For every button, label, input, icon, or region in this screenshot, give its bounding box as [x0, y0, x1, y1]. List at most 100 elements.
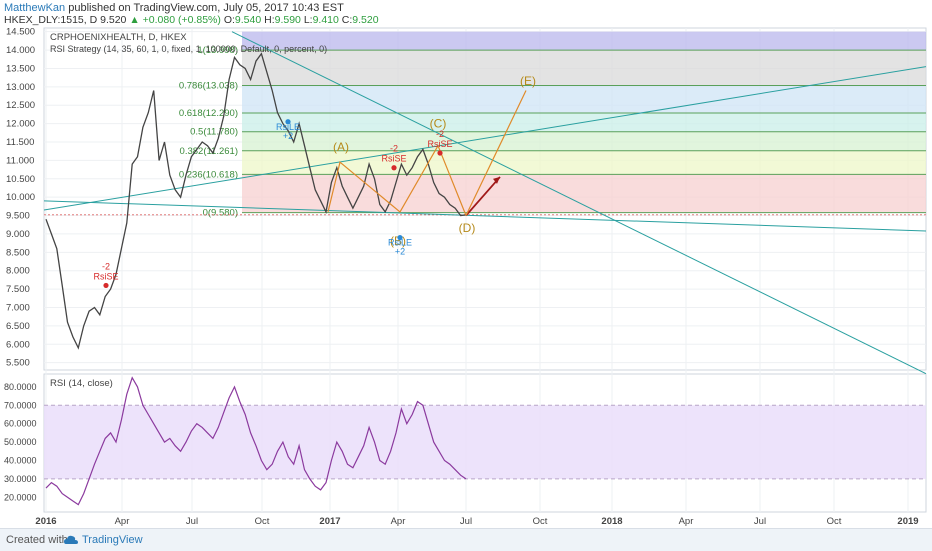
fib-level-label: 0.236(10.618)	[179, 169, 238, 180]
arrow-head-icon	[493, 176, 500, 184]
fib-zone	[242, 85, 926, 113]
close-label: C:	[341, 14, 353, 26]
fib-zone	[242, 31, 926, 51]
flat-trendline	[43, 200, 927, 232]
price-tick-label: 11.500	[6, 137, 34, 148]
signal-marker	[103, 282, 109, 289]
x-tick-label: 2017	[319, 516, 340, 527]
x-tick-label: Oct	[255, 516, 270, 527]
x-tick-label: Apr	[679, 516, 694, 527]
x-tick-label: Oct	[827, 516, 842, 527]
author-name[interactable]: MatthewKan	[4, 2, 66, 14]
falling-trendline	[231, 31, 927, 375]
signal-marker	[391, 165, 397, 171]
cloud-logo-icon	[64, 535, 78, 544]
price-tick-label: 7.000	[6, 302, 30, 313]
fib-zone	[242, 50, 926, 86]
low-label: L:	[303, 14, 313, 26]
rsi-tick-label: 30.0000	[4, 474, 37, 484]
x-tick-label: Oct	[533, 516, 548, 527]
rsi-series	[45, 376, 467, 506]
projection-arrow	[465, 176, 501, 217]
signal-sub: -2	[390, 144, 398, 154]
signal-label: RsiSE	[93, 271, 118, 281]
signal-label: RsiLE	[388, 238, 412, 248]
high-value: 9.590	[274, 14, 301, 26]
strategy-legend: RSI Strategy (14, 35, 60, 1, 0, fixed, 1…	[50, 44, 327, 54]
rsi-tick-label: 70.0000	[4, 400, 37, 410]
price-change: +0.080 (+0.85%)	[142, 14, 221, 26]
price-tick-label: 14.000	[6, 45, 35, 56]
wave-e-line	[465, 90, 527, 216]
ohlc-bar: HKEX_DLY:1515, D 9.520 ▲ +0.080 (+0.85%)…	[4, 14, 379, 26]
fib-level-label: 0.5(11.780)	[190, 127, 238, 138]
x-tick-label: Jul	[460, 516, 472, 527]
wave-path	[327, 144, 467, 216]
price-tick-label: 8.000	[6, 266, 30, 277]
x-tick-label: Apr	[391, 516, 406, 527]
fib-zone	[242, 174, 926, 213]
signal-sub: -2	[436, 129, 444, 139]
created-with-label: Created with	[6, 534, 68, 546]
price-tick-label: 6.000	[6, 339, 30, 350]
signal-marker	[437, 150, 443, 156]
rsi-tick-label: 40.0000	[4, 455, 37, 465]
price-tick-label: 7.500	[6, 284, 30, 295]
rsi-tick-label: 50.0000	[4, 437, 37, 447]
price-tick-label: 9.000	[6, 229, 30, 240]
tradingview-logo[interactable]: TradingView	[82, 534, 143, 546]
price-tick-label: 9.500	[6, 211, 30, 222]
fib-level-label: 0.618(12.290)	[179, 108, 238, 119]
x-tick-label: 2019	[897, 516, 918, 527]
wave-label: (C)	[430, 116, 447, 130]
fib-level-label: 0.382(11.261)	[180, 146, 238, 157]
wave-label: (E)	[520, 74, 536, 88]
last-price: 9.520	[100, 14, 127, 26]
fib-zone	[242, 131, 926, 151]
rising-trendline	[43, 66, 927, 211]
price-tick-label: 13.500	[6, 63, 35, 74]
fib-level-label: 0(9.580)	[203, 208, 238, 219]
signal-sub: -2	[102, 261, 110, 271]
signal-marker	[397, 235, 403, 241]
price-series	[45, 52, 467, 350]
rsi-tick-label: 20.0000	[4, 492, 37, 502]
price-tick-label: 12.000	[6, 119, 35, 130]
x-tick-label: Jul	[754, 516, 766, 527]
price-tick-label: 12.500	[6, 100, 35, 111]
price-legend-title: CRPHOENIXHEALTH, D, HKEX	[50, 32, 187, 43]
open-value: 9.540	[234, 14, 262, 26]
wave-label: (D)	[459, 221, 476, 235]
fib-level-label: 0.786(13.038)	[179, 80, 238, 91]
rsi-legend: RSI (14, close)	[50, 378, 113, 389]
signal-sub: +2	[395, 247, 405, 257]
signal-label: RsiSE	[427, 139, 452, 149]
fib-zone	[242, 150, 926, 175]
open-label: O:	[223, 14, 235, 26]
x-tick-label: 2016	[35, 516, 56, 527]
price-tick-label: 14.500	[6, 27, 35, 38]
rsi-band	[44, 405, 926, 479]
close-value: 9.520	[352, 14, 379, 26]
price-tick-label: 10.500	[6, 174, 35, 185]
wave-label: (A)	[333, 140, 349, 154]
up-arrow-icon: ▲	[129, 14, 140, 26]
price-tick-label: 5.500	[6, 358, 30, 369]
footer-bar: Created with TradingView	[0, 528, 932, 551]
signal-label: RsiLE	[276, 122, 300, 132]
price-tick-label: 6.500	[6, 321, 30, 332]
ticker: HKEX_DLY:1515, D	[4, 14, 98, 26]
signal-sub: +2	[283, 131, 293, 141]
price-and-rsi-chart[interactable]: 1(13.998) 0.786(13.038) 0.618(12.290) 0.5(1…	[0, 0, 932, 528]
x-tick-label: Apr	[115, 516, 130, 527]
price-tick-label: 13.000	[6, 82, 35, 93]
x-tick-label: Jul	[186, 516, 198, 527]
fib-level-label: 1(13.998)	[197, 45, 238, 56]
rsi-tick-label: 60.0000	[4, 419, 37, 429]
signal-marker	[285, 119, 291, 125]
publish-text: published on TradingView.com, July 05, 2…	[68, 2, 344, 14]
high-label: H:	[264, 14, 275, 26]
publish-info: MatthewKan published on TradingView.com,…	[4, 2, 344, 14]
price-tick-label: 10.000	[6, 192, 35, 203]
rsi-tick-label: 80.0000	[4, 382, 37, 392]
